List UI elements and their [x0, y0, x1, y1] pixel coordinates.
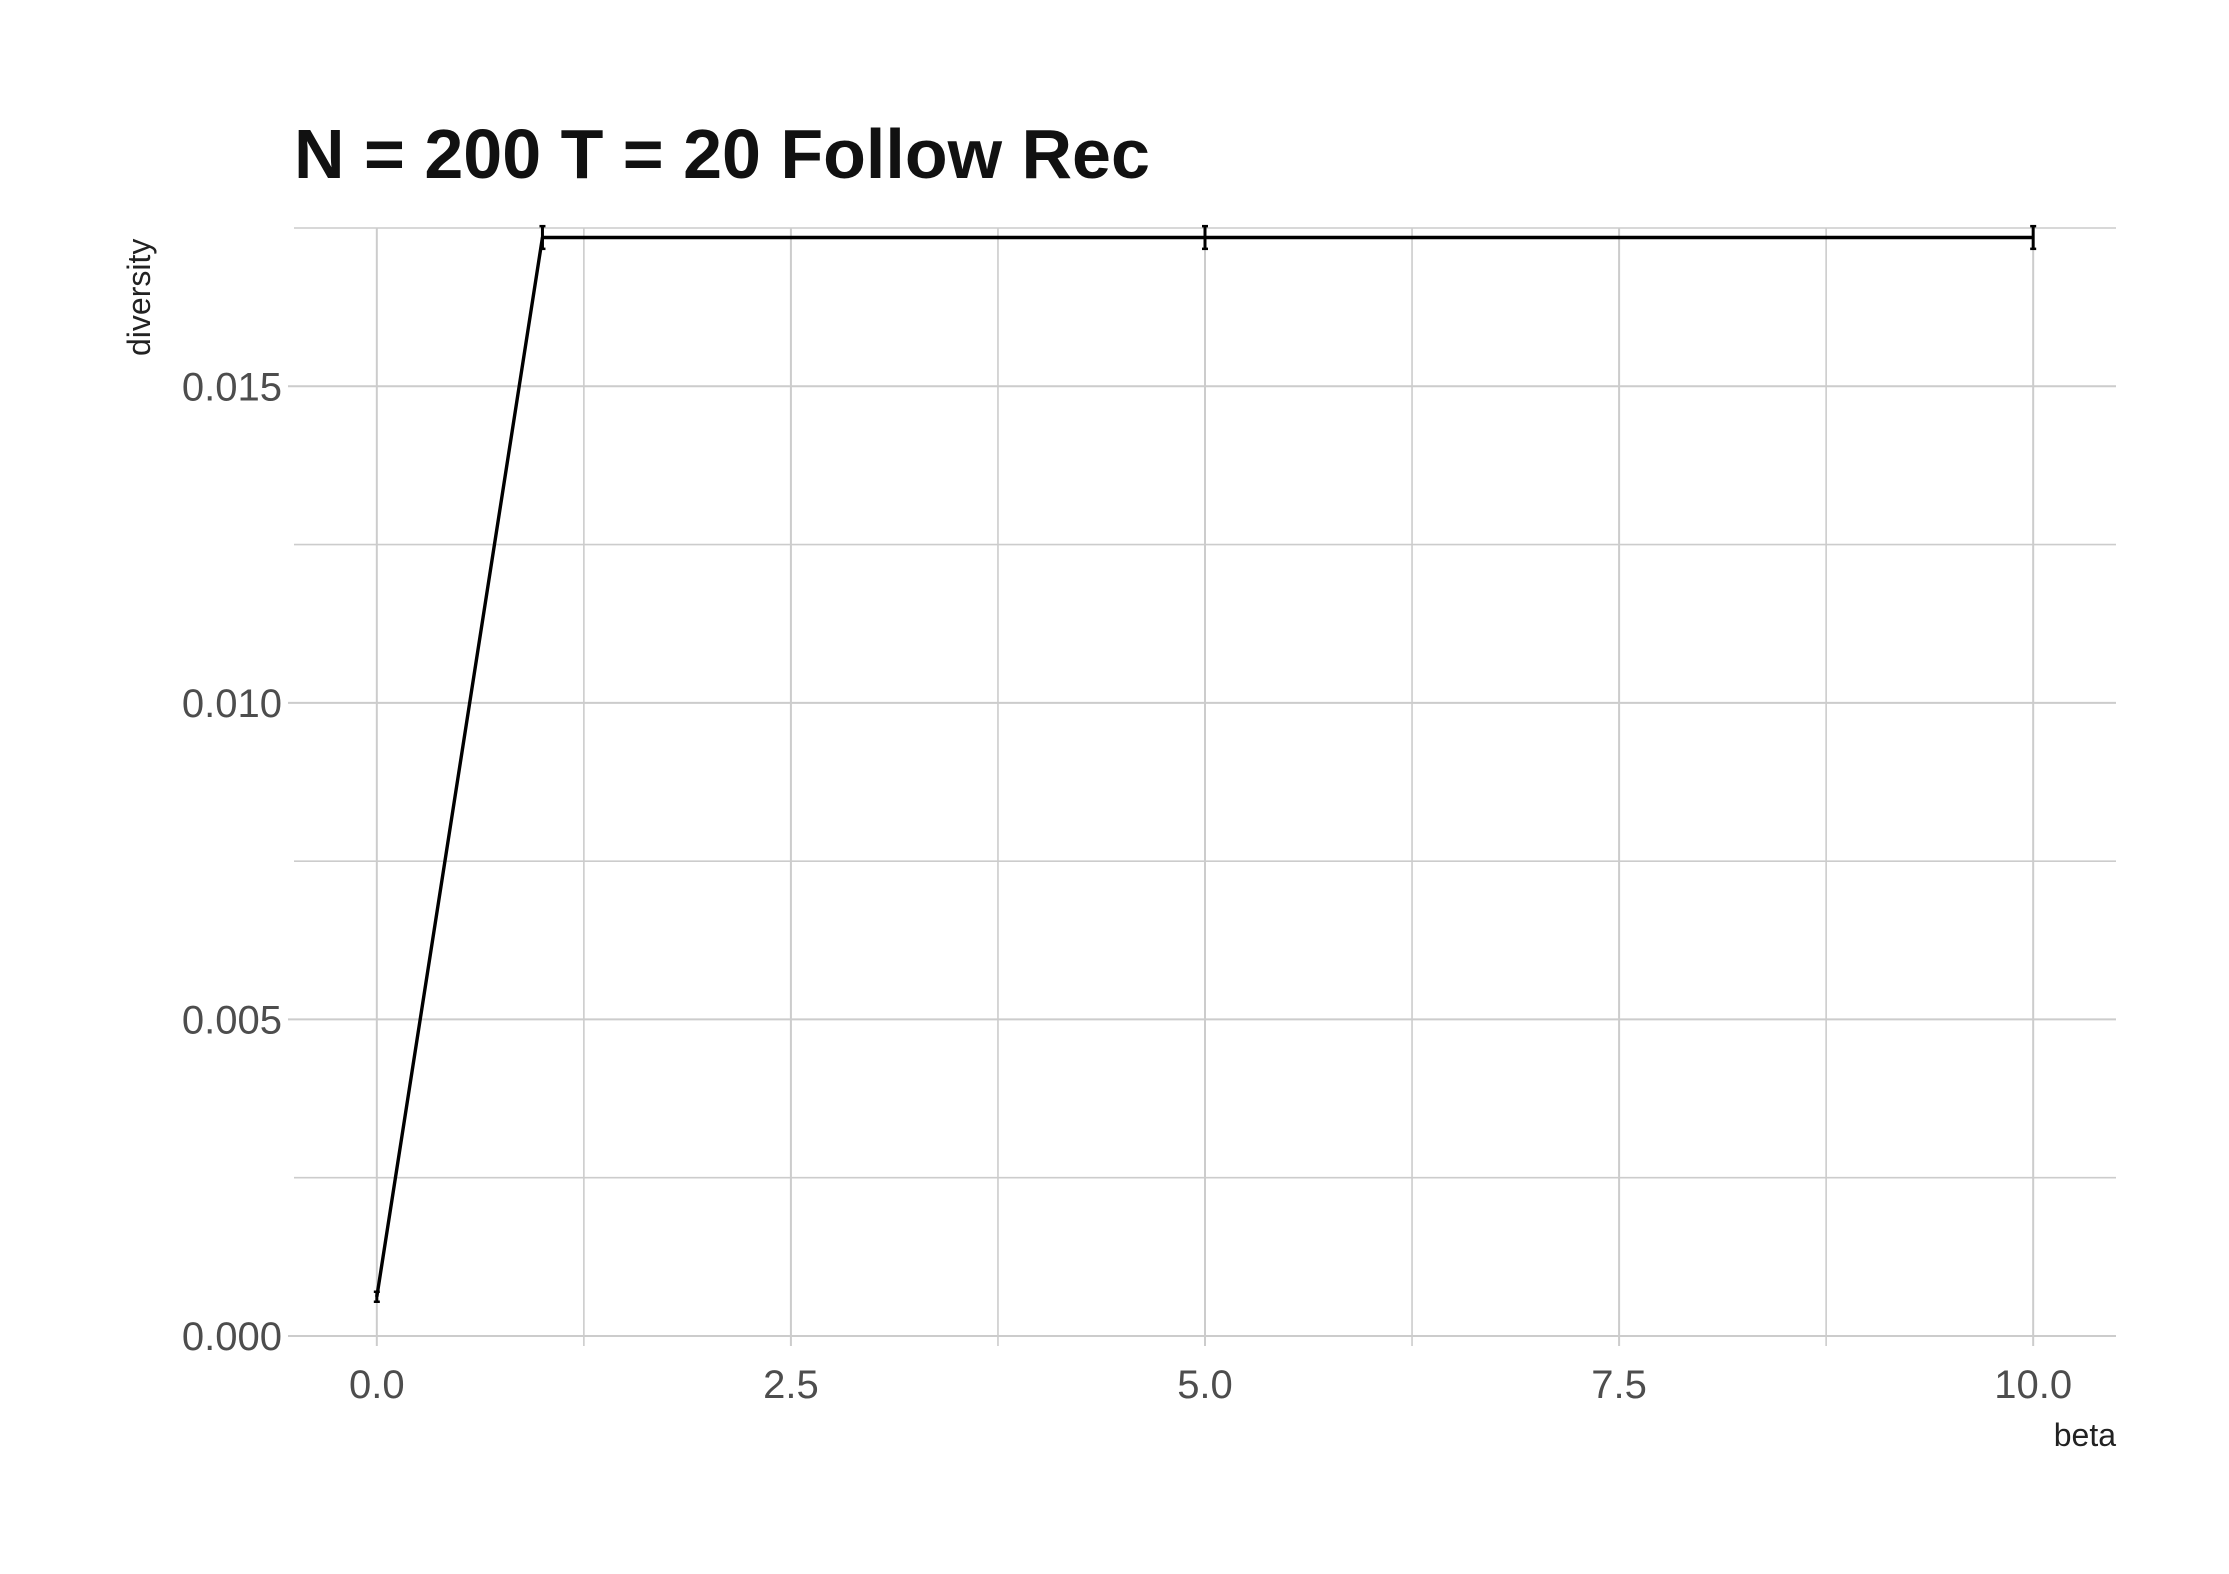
grid	[288, 227, 2116, 1346]
x-tick-label: 2.5	[763, 1363, 819, 1407]
tick-labels: 0.0 2.5 5.0 7.5 10.0 0.000 0.005 0.010 0.015	[182, 365, 2072, 1407]
y-tick-label: 0.005	[182, 998, 282, 1042]
y-tick-label: 0.010	[182, 682, 282, 726]
x-tick-label: 10.0	[1994, 1363, 2072, 1407]
chart-title: N = 200 T = 20 Follow Rec	[294, 115, 1150, 193]
y-axis-title: diversity	[121, 239, 157, 356]
series-layer	[373, 224, 2037, 1303]
y-tick-label: 0.000	[182, 1315, 282, 1359]
x-tick-label: 0.0	[349, 1363, 405, 1407]
y-tick-label: 0.015	[182, 365, 282, 409]
x-tick-label: 5.0	[1177, 1363, 1233, 1407]
series-line	[375, 235, 2034, 1298]
x-axis-title: beta	[2054, 1417, 2116, 1453]
x-tick-label: 7.5	[1591, 1363, 1647, 1407]
